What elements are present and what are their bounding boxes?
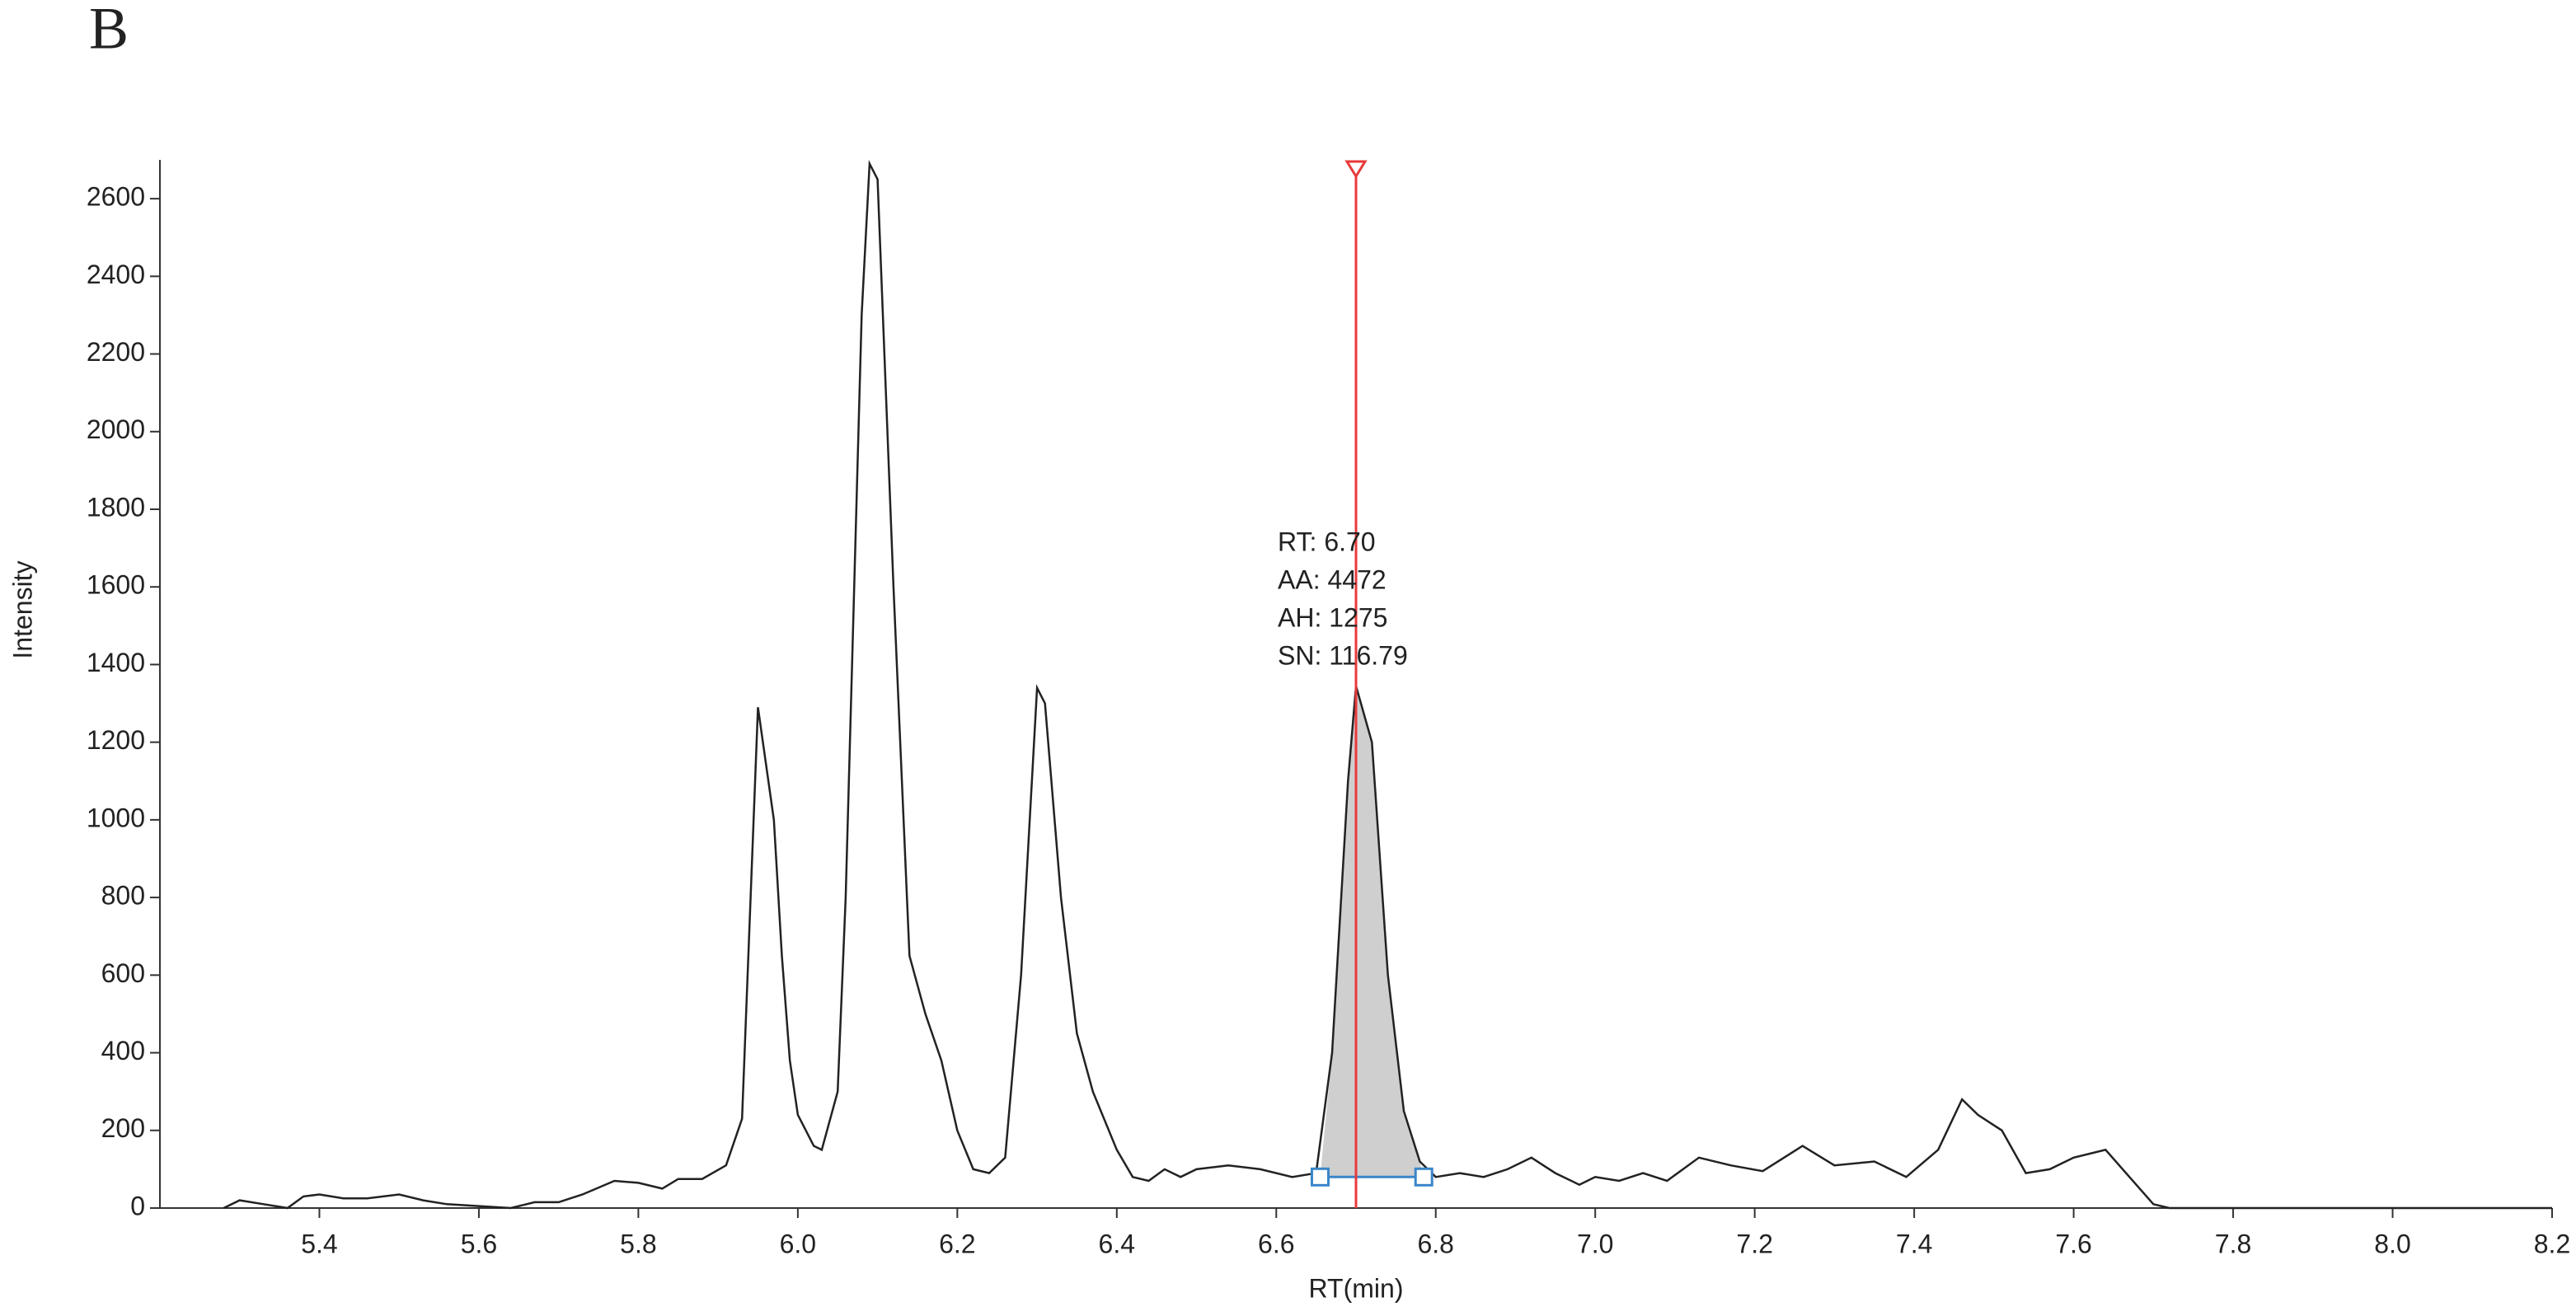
annotation-line: AH: 1275 [1278, 602, 1387, 632]
x-tick-label: 6.6 [1258, 1229, 1294, 1258]
x-tick-label: 8.0 [2374, 1229, 2410, 1258]
x-tick-label: 8.2 [2534, 1229, 2570, 1258]
y-tick-label: 2400 [87, 260, 145, 289]
y-tick-label: 1200 [87, 725, 145, 755]
y-tick-label: 2200 [87, 337, 145, 367]
y-tick-label: 2000 [87, 414, 145, 444]
peak-area [1320, 686, 1424, 1178]
y-tick-label: 1600 [87, 570, 145, 600]
y-tick-label: 600 [101, 958, 145, 988]
y-tick-label: 2600 [87, 182, 145, 212]
x-tick-label: 6.4 [1099, 1229, 1135, 1258]
x-tick-label: 6.0 [780, 1229, 816, 1258]
y-tick-label: 400 [101, 1036, 145, 1065]
x-axis-label: RT(min) [1309, 1273, 1404, 1303]
annotation-line: SN: 116.79 [1278, 640, 1408, 670]
y-tick-label: 1800 [87, 492, 145, 522]
x-tick-label: 7.4 [1896, 1229, 1932, 1258]
annotation-line: RT: 6.70 [1278, 527, 1376, 556]
x-tick-label: 7.0 [1577, 1229, 1613, 1258]
x-tick-label: 6.8 [1417, 1229, 1453, 1258]
x-tick-label: 7.2 [1736, 1229, 1772, 1258]
x-tick-label: 7.8 [2215, 1229, 2251, 1258]
panel-label: B [89, 0, 129, 62]
annotation-line: AA: 4472 [1278, 564, 1387, 594]
x-tick-label: 7.6 [2055, 1229, 2091, 1258]
y-tick-label: 800 [101, 881, 145, 911]
x-tick-label: 5.6 [461, 1229, 497, 1258]
peak-edge-marker [1310, 1167, 1330, 1187]
y-tick-label: 1400 [87, 648, 145, 677]
x-tick-label: 5.8 [620, 1229, 656, 1258]
y-tick-label: 1000 [87, 803, 145, 832]
trace-line [223, 160, 2552, 1210]
x-tick-label: 5.4 [301, 1229, 337, 1258]
peak-edge-marker [1414, 1167, 1433, 1187]
y-axis-label: Intensity [7, 560, 37, 658]
rt-marker-head [1344, 160, 1368, 179]
y-tick-label: 0 [130, 1191, 145, 1220]
x-tick-label: 6.2 [939, 1229, 975, 1258]
y-tick-label: 200 [101, 1113, 145, 1143]
